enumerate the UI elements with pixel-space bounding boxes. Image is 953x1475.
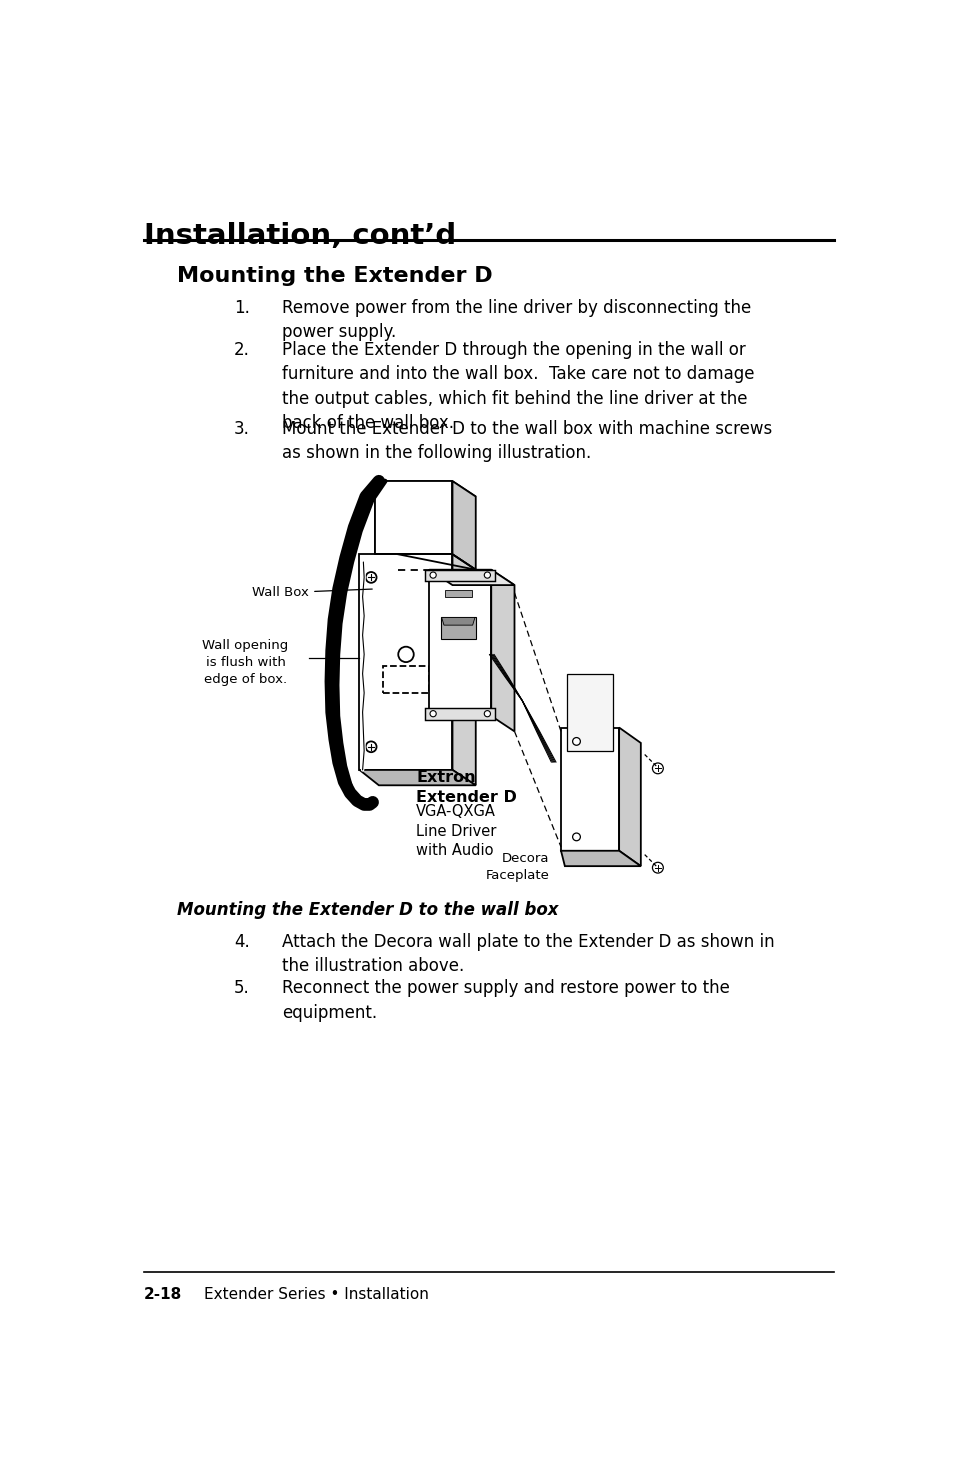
Polygon shape [429, 569, 514, 586]
Text: Mounting the Extender D to the wall box: Mounting the Extender D to the wall box [177, 901, 558, 919]
Polygon shape [452, 481, 476, 569]
Text: 3.: 3. [233, 419, 250, 438]
Circle shape [365, 572, 376, 583]
Polygon shape [359, 770, 476, 785]
Circle shape [652, 863, 662, 873]
Text: Wall Box: Wall Box [252, 586, 372, 599]
Polygon shape [375, 481, 397, 555]
Polygon shape [425, 708, 495, 720]
Polygon shape [452, 555, 476, 785]
Bar [440, 618, 476, 639]
Circle shape [484, 572, 490, 578]
Text: 1.: 1. [233, 298, 250, 317]
Polygon shape [425, 569, 495, 581]
Text: Reconnect the power supply and restore power to the
equipment.: Reconnect the power supply and restore p… [282, 979, 729, 1022]
Text: Extender Series • Installation: Extender Series • Installation [204, 1288, 429, 1302]
Polygon shape [429, 569, 491, 715]
Polygon shape [560, 727, 618, 851]
Circle shape [572, 833, 579, 841]
Polygon shape [359, 555, 452, 770]
Circle shape [484, 711, 490, 717]
Circle shape [572, 738, 579, 745]
Circle shape [430, 572, 436, 578]
Text: Decora
Faceplate: Decora Faceplate [485, 853, 549, 882]
Text: Wall opening
is flush with
edge of box.: Wall opening is flush with edge of box. [202, 639, 289, 686]
Text: Extron
Extender D: Extron Extender D [416, 770, 517, 805]
Circle shape [397, 646, 414, 662]
Text: 5.: 5. [233, 979, 250, 997]
Text: VGA-QXGA
Line Driver
with Audio: VGA-QXGA Line Driver with Audio [416, 804, 496, 858]
Text: Remove power from the line driver by disconnecting the
power supply.: Remove power from the line driver by dis… [282, 298, 750, 341]
Text: Attach the Decora wall plate to the Extender D as shown in
the illustration abov: Attach the Decora wall plate to the Exte… [282, 934, 774, 975]
Polygon shape [491, 569, 514, 732]
Polygon shape [441, 618, 475, 625]
Text: 4.: 4. [233, 934, 250, 951]
Text: 2.: 2. [233, 341, 250, 358]
Text: Installation, cont’d: Installation, cont’d [144, 221, 456, 249]
Polygon shape [375, 481, 476, 497]
Text: Mounting the Extender D: Mounting the Extender D [177, 266, 493, 286]
Circle shape [365, 742, 376, 752]
Polygon shape [560, 851, 640, 866]
Polygon shape [618, 727, 640, 866]
Bar [382, 665, 429, 693]
Polygon shape [375, 481, 452, 555]
Bar [567, 674, 612, 751]
Text: 2-18: 2-18 [144, 1288, 182, 1302]
Circle shape [652, 763, 662, 774]
Text: Mount the Extender D to the wall box with machine screws
as shown in the followi: Mount the Extender D to the wall box wit… [282, 419, 771, 462]
Bar [444, 590, 472, 597]
Circle shape [430, 711, 436, 717]
Text: Place the Extender D through the opening in the wall or
furniture and into the w: Place the Extender D through the opening… [282, 341, 754, 432]
